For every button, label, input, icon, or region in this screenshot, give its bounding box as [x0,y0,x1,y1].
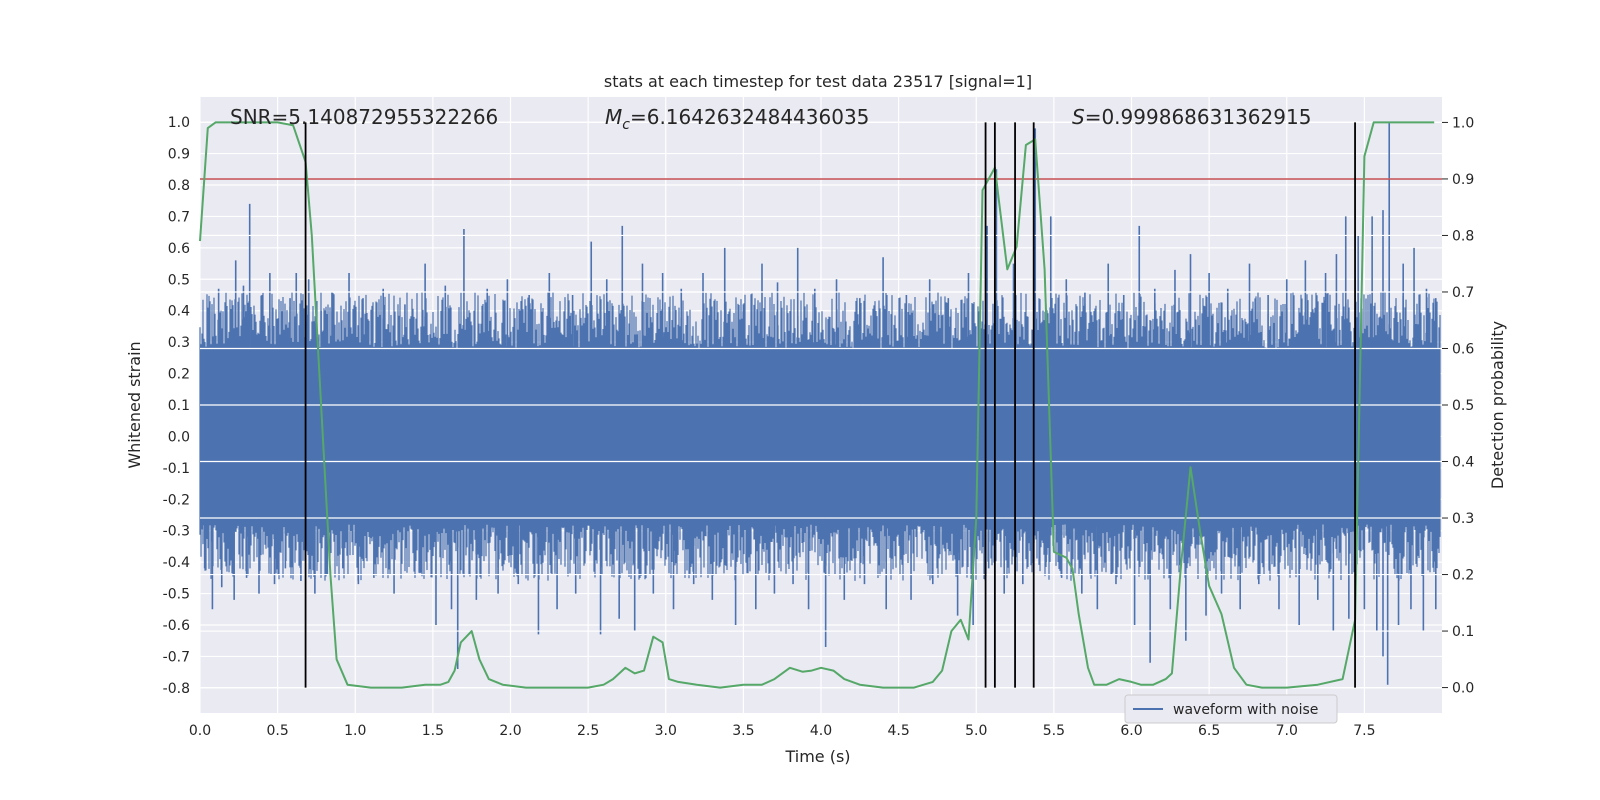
waveform-series [199,122,1441,685]
y2-tick-label: 0.0 [1452,681,1474,697]
y-tick-label: -0.1 [163,461,190,477]
y-tick-label: 0.9 [168,147,190,163]
x-tick-label: 6.5 [1198,723,1220,739]
y2-tick-label: 0.7 [1452,285,1474,301]
y-tick-label: -0.2 [163,492,190,508]
y2-tick-label: 0.3 [1452,511,1474,527]
y-tick-label: 0.7 [168,209,190,225]
x-tick-label: 2.5 [577,723,599,739]
s-value: =0.999868631362915 [1085,105,1312,129]
y-tick-label: -0.3 [163,524,190,540]
y2-tick-label: 0.4 [1452,455,1474,471]
y-tick-label: 0.4 [168,304,190,320]
y2-axis-ticks: 0.0 0.1 0.2 0.3 0.4 0.5 0.6 0.7 0.8 0.9 1.0 [1442,115,1474,697]
y2-tick-label: 1.0 [1452,115,1474,131]
y-tick-label: -0.5 [163,587,190,603]
y2-tick-label: 0.1 [1452,624,1474,640]
x-tick-label: 4.5 [887,723,909,739]
y-tick-label: 0.3 [168,335,190,351]
x-tick-label: 0.0 [189,723,211,739]
y-tick-label: 1.0 [168,115,190,131]
waveform-band [200,348,1441,525]
x-tick-label: 5.0 [965,723,987,739]
x-axis-label: Time (s) [784,747,850,766]
mc-subscript: c [622,117,630,133]
x-tick-label: 3.0 [655,723,677,739]
x-axis-ticks: 0.0 0.5 1.0 1.5 2.0 2.5 3.0 3.5 4.0 4.5 5.0 5.5 6.0 6… [189,723,1376,739]
y2-tick-label: 0.9 [1452,172,1474,188]
y-tick-label: -0.6 [163,618,190,634]
y-tick-label: -0.7 [163,649,190,665]
y-tick-label: 0.8 [168,178,190,194]
y-axis-label: Whitened strain [125,341,144,468]
y-tick-label: -0.4 [163,555,190,571]
y-tick-label: 0.5 [168,272,190,288]
x-tick-label: 0.5 [266,723,288,739]
x-tick-label: 7.0 [1276,723,1298,739]
x-tick-label: 5.5 [1043,723,1065,739]
x-tick-label: 2.0 [499,723,521,739]
x-tick-label: 1.5 [422,723,444,739]
probability-series [199,121,1435,689]
x-tick-label: 6.0 [1120,723,1142,739]
mc-value: =6.1642632484436035 [630,105,869,129]
y-tick-label: 0.1 [168,398,190,414]
x-tick-label: 4.0 [810,723,832,739]
y2-tick-label: 0.5 [1452,398,1474,414]
x-tick-label: 1.0 [344,723,366,739]
snr-annotation: SNR=5.140872955322266 [230,105,498,129]
x-tick-label: 7.5 [1353,723,1375,739]
y2-axis-label: Detection probability [1488,321,1507,489]
y-tick-label: 0.0 [168,429,190,445]
mc-symbol: M [605,105,622,129]
legend-box [1124,694,1338,724]
legend-label-waveform: waveform with noise [1173,702,1318,718]
vertical-marker-lines [304,122,1356,688]
y-tick-label: 0.2 [168,367,190,383]
s-symbol: S [1072,105,1085,129]
score-annotation: S=0.999868631362915 [1072,105,1311,129]
x-tick-label: 3.5 [732,723,754,739]
chirp-mass-annotation: Mc=6.1642632484436035 [605,105,869,133]
y2-tick-label: 0.6 [1452,341,1474,357]
chart-title: stats at each timestep for test data 235… [604,72,1032,91]
y-axis-ticks: -0.8 -0.7 -0.6 -0.5 -0.4 -0.3 -0.2 -0.1 0.0 0.1 0.… [163,115,190,697]
detection-probability-line [199,121,1435,689]
y-tick-label: 0.6 [168,241,190,257]
legend: waveform with noise [1124,694,1338,724]
y2-tick-label: 0.8 [1452,228,1474,244]
y-tick-label: -0.8 [163,681,190,697]
y2-tick-label: 0.2 [1452,568,1474,584]
